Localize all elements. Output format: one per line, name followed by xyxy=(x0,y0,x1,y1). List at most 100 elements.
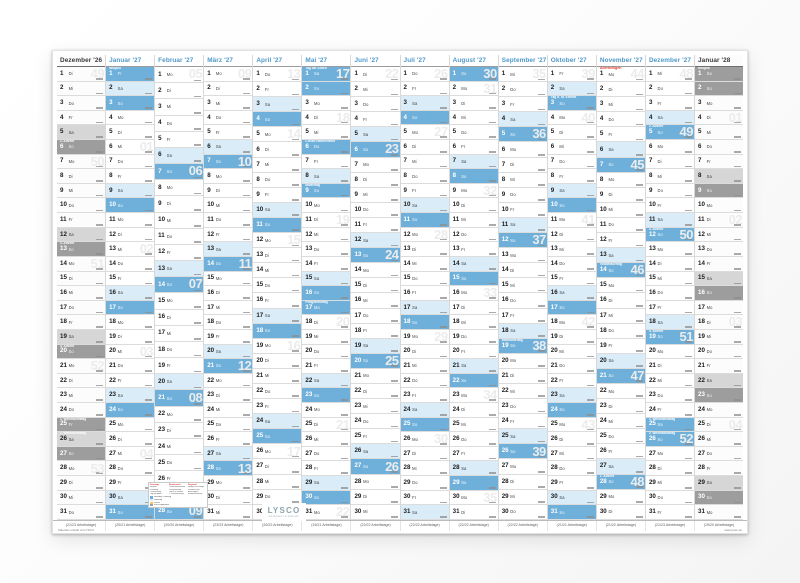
note-line[interactable] xyxy=(390,320,398,322)
note-line[interactable] xyxy=(145,92,153,95)
day-cell[interactable]: 9 Sa xyxy=(547,183,596,199)
note-line[interactable] xyxy=(292,244,300,247)
day-cell[interactable]: 7 Do xyxy=(106,155,155,170)
day-cell[interactable]: 31 Sa xyxy=(400,505,449,520)
note-line[interactable] xyxy=(488,238,496,241)
note-line[interactable] xyxy=(292,274,300,277)
day-cell[interactable]: Weltkindertag 19 So xyxy=(498,338,547,354)
note-line[interactable] xyxy=(586,414,594,416)
note-line[interactable] xyxy=(635,486,643,488)
day-cell[interactable]: 21 Mo xyxy=(57,359,106,374)
day-cell[interactable]: 26 Di xyxy=(106,432,155,447)
note-line[interactable] xyxy=(292,470,300,473)
note-line[interactable] xyxy=(243,384,251,387)
day-cell[interactable]: 1 Mo xyxy=(155,67,204,84)
day-cell[interactable]: 8 Di xyxy=(351,173,400,188)
note-line[interactable] xyxy=(390,470,398,473)
day-cell[interactable]: 22 Mo xyxy=(596,384,645,400)
day-cell[interactable]: 8 Di xyxy=(57,169,106,184)
note-line[interactable] xyxy=(145,165,153,168)
note-line[interactable] xyxy=(292,365,300,367)
day-cell[interactable]: Tag d. dt. Einheit 3 So xyxy=(547,96,596,111)
note-line[interactable] xyxy=(734,209,742,212)
note-line[interactable] xyxy=(243,443,251,445)
note-line[interactable] xyxy=(341,253,349,255)
day-cell[interactable]: 31 Mo xyxy=(695,505,744,520)
note-line[interactable] xyxy=(390,274,398,277)
day-cell[interactable]: 21 So xyxy=(204,359,253,374)
note-line[interactable] xyxy=(243,370,251,372)
day-cell[interactable]: 5 Mo xyxy=(253,127,302,143)
day-cell[interactable]: 23 Di xyxy=(155,423,204,439)
day-cell[interactable]: 17 Mi xyxy=(204,301,253,316)
note-line[interactable] xyxy=(243,253,251,255)
day-cell[interactable]: 9 Do xyxy=(645,184,695,199)
note-line[interactable] xyxy=(586,107,594,109)
note-line[interactable] xyxy=(537,259,545,262)
day-cell[interactable]: 7 Di xyxy=(498,158,547,173)
day-cell[interactable]: 4 Mi xyxy=(449,111,498,126)
note-line[interactable] xyxy=(390,93,398,96)
note-line[interactable] xyxy=(145,472,153,475)
day-cell[interactable]: 26 Sa xyxy=(351,444,400,460)
day-cell[interactable]: 30 So xyxy=(302,490,351,506)
note-line[interactable] xyxy=(537,440,545,443)
day-cell[interactable]: 2 Mi xyxy=(57,82,106,97)
note-line[interactable] xyxy=(194,289,202,292)
note-line[interactable] xyxy=(145,253,153,255)
day-cell[interactable]: 19 Mo xyxy=(400,330,449,345)
note-line[interactable] xyxy=(96,501,104,504)
note-line[interactable] xyxy=(96,399,104,402)
note-line[interactable] xyxy=(488,457,496,460)
day-cell[interactable]: 3. Advent 12 So xyxy=(645,227,695,243)
day-cell[interactable]: 27 Mi xyxy=(547,447,596,462)
note-line[interactable] xyxy=(439,107,447,109)
note-line[interactable] xyxy=(635,320,643,322)
day-cell[interactable]: 8 Do xyxy=(400,169,449,184)
day-cell[interactable]: 28 Di xyxy=(498,475,547,490)
note-line[interactable] xyxy=(734,487,742,489)
note-line[interactable] xyxy=(96,253,104,255)
day-cell[interactable]: 2 So xyxy=(302,81,351,97)
day-cell[interactable]: 8 So xyxy=(449,169,498,184)
day-cell[interactable]: 19 Fr xyxy=(596,339,645,354)
note-line[interactable] xyxy=(292,304,300,307)
day-cell[interactable]: 29 So xyxy=(449,476,498,491)
note-line[interactable] xyxy=(439,121,447,124)
note-line[interactable] xyxy=(734,107,742,109)
day-cell[interactable]: 2 Mi xyxy=(351,82,400,98)
note-line[interactable] xyxy=(685,399,693,402)
note-line[interactable] xyxy=(390,516,398,518)
note-line[interactable] xyxy=(439,209,447,212)
day-cell[interactable]: 17 Fr xyxy=(645,301,695,316)
note-line[interactable] xyxy=(292,93,300,96)
day-cell[interactable]: 11 Mo xyxy=(106,213,155,228)
day-cell[interactable]: 22 Do xyxy=(253,384,302,400)
day-cell[interactable]: 18 So xyxy=(400,315,449,330)
note-line[interactable] xyxy=(439,238,447,241)
note-line[interactable] xyxy=(341,370,349,372)
note-line[interactable] xyxy=(586,355,594,358)
note-line[interactable] xyxy=(292,214,300,216)
day-cell[interactable]: 28 So xyxy=(204,461,253,477)
note-line[interactable] xyxy=(488,399,496,402)
note-line[interactable] xyxy=(734,224,742,226)
note-line[interactable] xyxy=(341,238,349,241)
day-cell[interactable]: 30 Mi xyxy=(351,505,400,520)
day-cell[interactable]: 11 Sa xyxy=(645,213,695,228)
note-line[interactable] xyxy=(243,487,251,489)
note-line[interactable] xyxy=(635,289,643,292)
note-line[interactable] xyxy=(439,92,447,95)
note-line[interactable] xyxy=(439,516,447,518)
note-line[interactable] xyxy=(586,121,594,124)
day-cell[interactable]: 30 Di xyxy=(596,505,645,520)
note-line[interactable] xyxy=(635,259,643,262)
note-line[interactable] xyxy=(145,414,153,416)
day-cell[interactable]: 6 Sa xyxy=(204,140,253,155)
note-line[interactable] xyxy=(292,380,300,382)
note-line[interactable] xyxy=(390,123,398,126)
day-cell[interactable]: 30 Mo xyxy=(449,491,498,506)
day-cell[interactable]: 30 Di xyxy=(204,491,253,506)
